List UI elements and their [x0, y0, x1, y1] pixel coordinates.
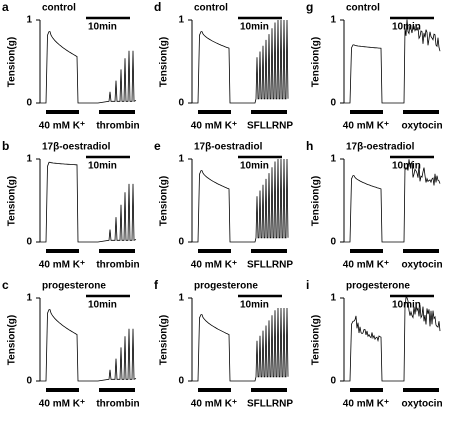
panel-letter: i	[306, 278, 309, 292]
y-axis-label: Tension(g)	[311, 37, 322, 87]
y-tick-label: 0	[26, 376, 32, 387]
scale-bar-label: 10min	[240, 300, 269, 311]
stimulus-label: 40 mM K⁺	[191, 121, 237, 132]
condition-label: control	[194, 3, 228, 14]
scale-bar-label: 10min	[240, 161, 269, 172]
y-tick-label: 0	[330, 98, 336, 109]
condition-label: 17β-oestradiol	[194, 142, 263, 153]
y-tick-label: 1	[330, 154, 336, 165]
panel-letter: h	[306, 139, 313, 153]
y-tick-label: 0	[26, 98, 32, 109]
scale-bar-label: 10min	[88, 22, 117, 33]
scale-bar-label: 10min	[88, 161, 117, 172]
panel-letter: a	[2, 0, 9, 14]
panel-letter: e	[154, 139, 161, 153]
stimulus-label: 40 mM K⁺	[343, 399, 389, 410]
panel-letter: d	[154, 0, 161, 14]
panel: i progesterone Tension(g) 1 0 10min 40 mM K⁺ ox…	[306, 278, 443, 409]
stimulus-label: 40 mM K⁺	[39, 121, 85, 132]
panel-letter: f	[154, 278, 159, 292]
stimulus-label: SFLLRNP	[247, 399, 293, 410]
panel-letter: b	[2, 139, 9, 153]
stimulus-label: SFLLRNP	[247, 260, 293, 271]
y-axis-label: Tension(g)	[7, 37, 18, 87]
scale-bar-label: 10min	[88, 300, 117, 311]
y-tick-label: 1	[330, 293, 336, 304]
y-tick-label: 1	[178, 15, 184, 26]
condition-label: progesterone	[194, 281, 258, 292]
y-axis-label: Tension(g)	[159, 37, 170, 87]
stimulus-label: thrombin	[96, 399, 139, 410]
y-tick-label: 0	[178, 98, 184, 109]
y-tick-label: 0	[178, 237, 184, 248]
stimulus-label: 40 mM K⁺	[191, 260, 237, 271]
condition-label: progesterone	[42, 281, 106, 292]
tension-trace	[344, 297, 441, 382]
y-axis-label: Tension(g)	[311, 315, 322, 365]
y-tick-label: 0	[330, 237, 336, 248]
condition-label: 17β-oestradiol	[42, 142, 111, 153]
condition-label: control	[42, 3, 76, 14]
y-tick-label: 1	[26, 154, 32, 165]
scale-bar-label: 10min	[392, 161, 421, 172]
scale-bar-label: 10min	[240, 22, 269, 33]
y-tick-label: 0	[178, 376, 184, 387]
y-axis-label: Tension(g)	[7, 176, 18, 226]
y-tick-label: 1	[178, 154, 184, 165]
y-tick-label: 1	[26, 293, 32, 304]
y-axis-label: Tension(g)	[7, 315, 18, 365]
tension-trace	[192, 158, 289, 243]
condition-label: 17β-oestradiol	[346, 142, 415, 153]
tension-trace	[344, 159, 441, 243]
tension-trace	[192, 19, 289, 104]
panel: e 17β-oestradiol Tension(g) 1 0 10min 40 mM K⁺…	[154, 139, 293, 270]
tension-trace	[192, 307, 289, 382]
stimulus-label: 40 mM K⁺	[191, 399, 237, 410]
y-tick-label: 1	[26, 15, 32, 26]
panel: h 17β-oestradiol Tension(g) 1 0 10min 40 mM K⁺…	[306, 139, 443, 270]
stimulus-label: thrombin	[96, 260, 139, 271]
y-tick-label: 1	[178, 293, 184, 304]
stimulus-label: oxytocin	[401, 399, 442, 410]
panel: b 17β-oestradiol Tension(g) 1 0 10min 40 mM K⁺…	[2, 139, 140, 270]
y-axis-label: Tension(g)	[159, 315, 170, 365]
tension-trace	[344, 19, 441, 104]
stimulus-label: oxytocin	[401, 260, 442, 271]
stimulus-label: SFLLRNP	[247, 121, 293, 132]
panel-letter: c	[2, 278, 9, 292]
condition-label: progesterone	[346, 281, 410, 292]
panel: c progesterone Tension(g) 1 0 10min 40 mM K⁺ th…	[2, 278, 140, 409]
scale-bar-label: 10min	[392, 300, 421, 311]
condition-label: control	[346, 3, 380, 14]
stimulus-label: 40 mM K⁺	[343, 260, 389, 271]
y-axis-label: Tension(g)	[159, 176, 170, 226]
panel: f progesterone Tension(g) 1 0 10min 40 mM K⁺ SF…	[154, 278, 293, 409]
panel-letter: g	[306, 0, 313, 14]
stimulus-label: oxytocin	[401, 121, 442, 132]
tension-trace	[40, 31, 137, 104]
panel: a control Tension(g) 1 0 10min 40 mM K⁺ thrombi…	[2, 0, 140, 131]
y-tick-label: 0	[330, 376, 336, 387]
stimulus-label: thrombin	[96, 121, 139, 132]
tension-trace	[40, 309, 137, 382]
panel: d control Tension(g) 1 0 10min 40 mM K⁺ SFLLRNP	[154, 0, 293, 131]
stimulus-label: 40 mM K⁺	[39, 260, 85, 271]
y-tick-label: 0	[26, 237, 32, 248]
y-tick-label: 1	[330, 15, 336, 26]
stimulus-label: 40 mM K⁺	[39, 399, 85, 410]
tension-trace	[40, 161, 137, 243]
stimulus-label: 40 mM K⁺	[343, 121, 389, 132]
y-axis-label: Tension(g)	[311, 176, 322, 226]
